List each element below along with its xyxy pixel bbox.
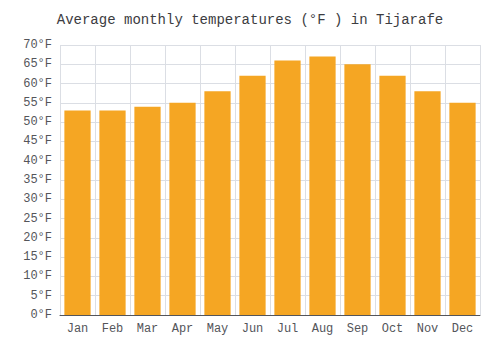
svg-text:45°F: 45°F [23,134,52,148]
svg-text:15°F: 15°F [23,250,52,264]
svg-text:30°F: 30°F [23,192,52,206]
svg-text:55°F: 55°F [23,96,52,110]
svg-text:May: May [207,322,229,336]
svg-text:70°F: 70°F [23,38,52,52]
svg-text:Nov: Nov [417,322,439,336]
svg-text:35°F: 35°F [23,173,52,187]
svg-text:Jun: Jun [242,322,264,336]
svg-text:0°F: 0°F [30,308,52,322]
svg-text:Oct: Oct [382,322,404,336]
svg-text:20°F: 20°F [23,231,52,245]
svg-text:Dec: Dec [452,322,474,336]
svg-text:Mar: Mar [137,322,159,336]
svg-text:Jul: Jul [277,322,299,336]
svg-text:Jan: Jan [67,322,89,336]
svg-text:Feb: Feb [102,322,124,336]
svg-text:25°F: 25°F [23,212,52,226]
svg-text:Aug: Aug [312,322,334,336]
svg-text:65°F: 65°F [23,57,52,71]
svg-text:Apr: Apr [172,322,194,336]
svg-text:40°F: 40°F [23,154,52,168]
svg-text:50°F: 50°F [23,115,52,129]
svg-text:5°F: 5°F [30,289,52,303]
svg-text:10°F: 10°F [23,269,52,283]
svg-text:Average monthly temperatures (: Average monthly temperatures (°F ) in Ti… [57,12,443,28]
svg-text:60°F: 60°F [23,77,52,91]
svg-text:Sep: Sep [347,322,369,336]
